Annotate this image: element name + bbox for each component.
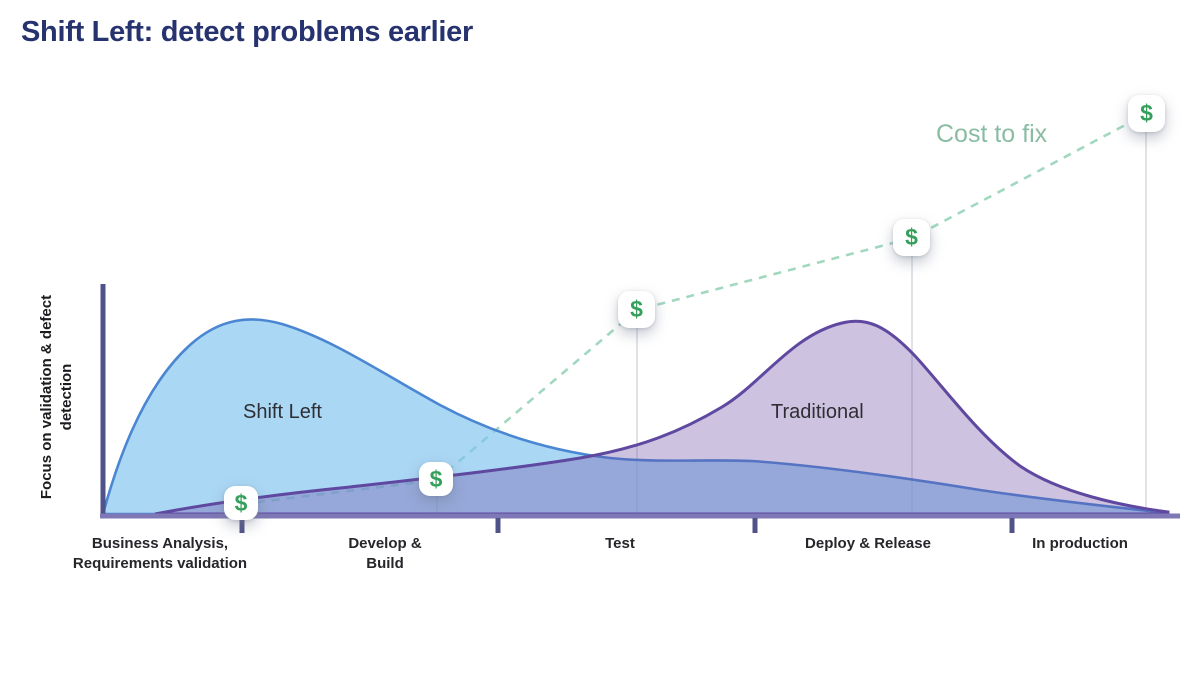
cost-marker-1: $ (224, 486, 258, 520)
x-label-develop-build: Develop & Build (348, 535, 422, 572)
series-label-shift-left: Shift Left (243, 401, 322, 423)
dollar-icon: $ (1140, 100, 1153, 126)
dollar-icon: $ (429, 465, 443, 492)
cost-marker-5: $ (1128, 95, 1165, 132)
x-label-business-analysis: Business Analysis, Requirements validati… (72, 535, 248, 572)
cost-to-fix-dashed-line (241, 112, 1147, 506)
dollar-icon: $ (234, 489, 248, 516)
traditional-area (154, 319, 1170, 516)
x-label-deploy-release: Deploy & Release (805, 535, 931, 552)
page-title: Shift Left: detect problems earlier (21, 16, 473, 48)
shift-left-area (101, 318, 1170, 516)
dollar-icon: $ (905, 224, 918, 250)
x-label-in-production: In production (1032, 535, 1128, 552)
y-axis-label: Focus on validation & defect detection (38, 294, 75, 500)
x-label-test: Test (605, 535, 635, 552)
dollar-icon: $ (630, 296, 643, 322)
cost-marker-3: $ (618, 291, 655, 328)
cost-marker-2: $ (419, 462, 453, 496)
cost-to-fix-label: Cost to fix (936, 120, 1048, 148)
cost-marker-4: $ (893, 219, 930, 256)
series-label-traditional: Traditional (771, 401, 864, 423)
